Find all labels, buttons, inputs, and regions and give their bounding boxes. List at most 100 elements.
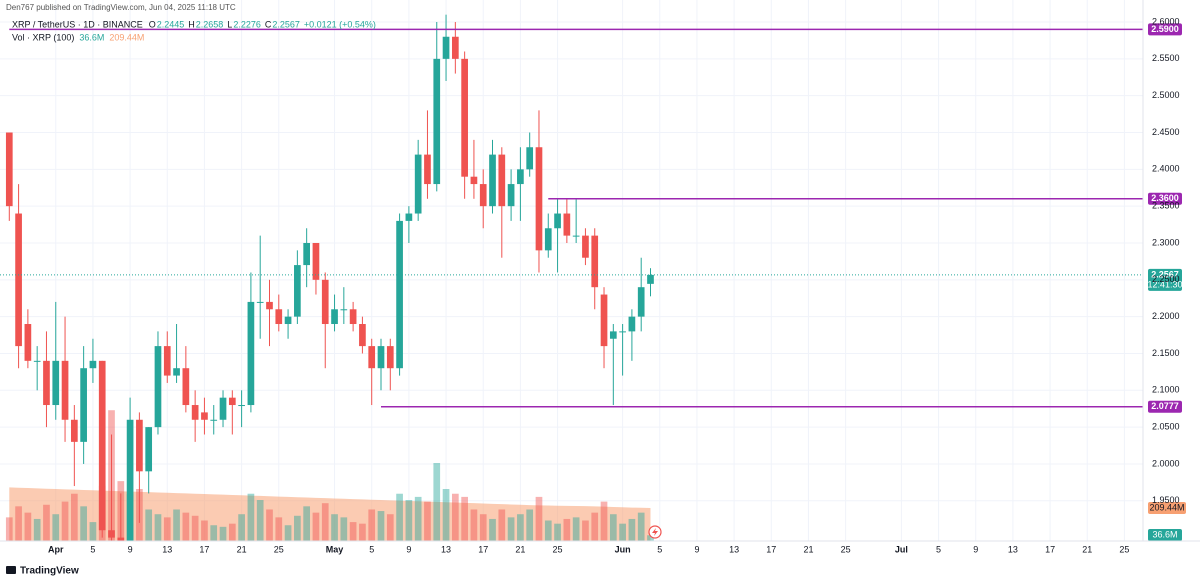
y-tick-label: 2.5000 [1152, 90, 1180, 100]
candle-body [15, 213, 22, 347]
x-tick-label: 9 [128, 544, 133, 554]
x-tick-label: 17 [478, 544, 488, 554]
candle-body [544, 228, 552, 251]
ohlc-value: 2.2658 [196, 19, 224, 29]
candle-body [210, 419, 218, 421]
volume-bar [238, 514, 245, 541]
volume-bar [405, 500, 413, 541]
volume-name: Vol · XRP (100) [12, 32, 74, 42]
x-tick-label: 17 [199, 544, 209, 554]
logo [6, 566, 16, 574]
candle-body [108, 530, 115, 538]
volume-last-box [1148, 529, 1182, 541]
candle-body [498, 154, 506, 207]
volume-bar [340, 517, 348, 541]
candle-body [377, 346, 385, 369]
candle-body [535, 147, 543, 251]
volume-bar [359, 523, 366, 541]
volume-bar [507, 517, 515, 541]
candle-body [424, 154, 431, 185]
volume-bar [554, 523, 561, 541]
x-tick-label: May [326, 544, 344, 554]
volume-bar [303, 506, 311, 541]
volume-bar [154, 514, 162, 541]
volume-bar [266, 509, 273, 541]
candle-body [284, 316, 292, 325]
volume-bar [489, 518, 496, 541]
x-tick-label: 21 [515, 544, 525, 554]
volume-bar [619, 523, 626, 541]
last-price-label: 2.2567 [1151, 269, 1179, 279]
candle-body [24, 324, 32, 361]
candle-body [461, 58, 468, 177]
y-tick-label: 2.3000 [1152, 237, 1180, 247]
x-tick-label: 25 [841, 544, 851, 554]
candle-body [321, 279, 329, 325]
volume-bar [294, 515, 301, 541]
candle-body [201, 412, 208, 420]
volume-bar [5, 517, 13, 541]
candle-layer [5, 14, 654, 541]
candle-body [591, 235, 599, 288]
volume-bar [191, 515, 199, 541]
change: +0.0121 (+0.54%) [304, 19, 376, 29]
ohlc-key: C [265, 19, 272, 29]
candle-body [349, 309, 357, 325]
candle-body [70, 419, 78, 442]
volume-bar [386, 514, 394, 541]
level-label: 2.3600 [1151, 193, 1179, 203]
x-tick-label: 17 [766, 544, 776, 554]
candle-body [145, 427, 153, 472]
candle-body [219, 397, 227, 420]
volume-bar [526, 509, 534, 541]
x-tick-label: 5 [90, 544, 95, 554]
volume-bar [321, 503, 329, 541]
volume-bar [479, 514, 487, 541]
candle-body [405, 213, 413, 221]
volume-bar [24, 512, 32, 541]
volume-bar [228, 523, 236, 541]
candle-body [126, 419, 134, 541]
candle-body [275, 309, 283, 325]
candle-body [433, 58, 441, 185]
x-tick-label: Jul [895, 544, 908, 554]
x-tick-label: 5 [936, 544, 941, 554]
x-tick-label: 5 [657, 544, 662, 554]
grid-layer [0, 0, 1143, 541]
x-tick-label: 21 [237, 544, 247, 554]
candle-body [600, 294, 608, 347]
candle-body [331, 309, 338, 325]
candle-body [52, 360, 60, 406]
volume-bar [173, 509, 180, 541]
candle-body [173, 368, 180, 376]
volume-bar [628, 518, 636, 541]
level-label-box [1148, 192, 1182, 205]
volume-bar [256, 500, 264, 541]
volume-bar [424, 501, 431, 541]
x-tick-label: 9 [973, 544, 978, 554]
level-label-box [1148, 23, 1182, 36]
y-tick-label: 2.3500 [1152, 201, 1180, 211]
x-tick-label: 25 [1119, 544, 1129, 554]
candle-body [5, 132, 13, 207]
y-tick-label: 2.5500 [1152, 53, 1180, 63]
volume-bar [517, 514, 524, 541]
candle-body [526, 147, 534, 170]
volume-bar [80, 506, 87, 541]
volume-bar [396, 493, 403, 541]
legend: XRP / TetherUS · 1D · BINANCE O 2.2445 H 2.2… [12, 19, 376, 42]
ohlc-value: 2.2445 [157, 19, 185, 29]
ohlc-key: L [227, 19, 232, 29]
last-price-box [1148, 268, 1182, 291]
candle-body [442, 36, 450, 59]
footer-brand: TradingView [20, 566, 79, 577]
volume-bar [284, 525, 292, 541]
level-label-box [1148, 400, 1182, 413]
volume-bar [70, 493, 78, 541]
volume-bar [275, 517, 283, 541]
volume-ma: 209.44M [109, 32, 144, 42]
volume-bar [414, 496, 422, 541]
volume-bar [15, 506, 22, 541]
volume-bar [163, 517, 171, 541]
candle-body [266, 301, 273, 310]
